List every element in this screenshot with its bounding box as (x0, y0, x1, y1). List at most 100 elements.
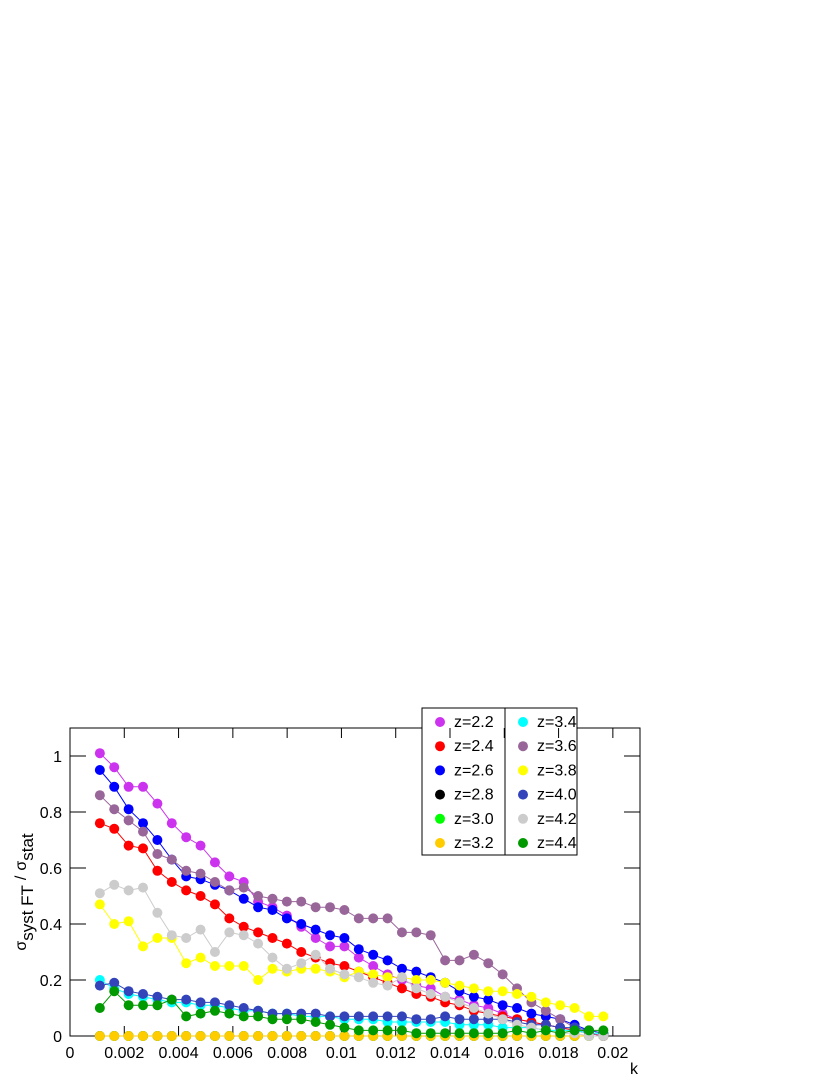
data-point (138, 1031, 149, 1041)
data-point (310, 963, 321, 974)
data-point (195, 1031, 206, 1041)
y-tick-label: 0.4 (40, 917, 62, 934)
data-point (368, 913, 379, 924)
data-point (181, 1031, 192, 1041)
data-point (526, 991, 537, 1002)
data-point (224, 961, 235, 971)
data-point (123, 986, 134, 997)
legend-marker (518, 789, 528, 800)
y-tick-label: 0 (53, 1029, 62, 1046)
data-point (540, 1005, 551, 1016)
data-point (267, 952, 278, 963)
legend-label: z=4.0 (537, 787, 577, 804)
data-point (94, 899, 105, 910)
data-point (109, 919, 120, 929)
data-point (339, 933, 350, 943)
legend-label: z=2.2 (454, 714, 494, 731)
data-point (253, 975, 264, 985)
data-point (195, 868, 206, 879)
data-point (138, 882, 149, 893)
data-point (382, 1011, 393, 1022)
data-point (181, 958, 192, 969)
data-point (296, 1031, 307, 1041)
data-point (325, 930, 336, 941)
data-point (281, 896, 292, 907)
data-point (339, 941, 350, 952)
data-point (109, 762, 120, 773)
data-point (353, 944, 364, 955)
data-point (181, 832, 192, 843)
legend-label: z=2.8 (454, 787, 494, 804)
data-point (138, 1000, 149, 1011)
legend-box (421, 707, 578, 856)
data-point (411, 983, 422, 994)
data-point (209, 1005, 220, 1016)
data-point (598, 1011, 609, 1022)
data-point (281, 913, 292, 924)
data-point (224, 871, 235, 882)
data-point (238, 921, 249, 932)
legend-label: z=3.2 (454, 835, 494, 852)
data-point (325, 1031, 336, 1041)
data-point (195, 924, 206, 935)
data-point (281, 1014, 292, 1025)
data-point (224, 1031, 235, 1041)
data-point (468, 991, 479, 1002)
x-tick-label: 0.016 (484, 1045, 524, 1062)
data-point (339, 961, 350, 971)
data-point (138, 989, 149, 999)
data-point (454, 1014, 465, 1025)
legend-marker (435, 789, 445, 800)
data-point (382, 1025, 393, 1036)
x-tick-label: 0 (66, 1045, 75, 1062)
data-point (454, 980, 465, 991)
x-tick-label: 0.018 (539, 1045, 579, 1062)
data-point (425, 930, 436, 941)
x-tick-label: 0.004 (159, 1045, 199, 1062)
data-point (123, 781, 134, 792)
data-point (339, 1022, 350, 1033)
data-point (166, 854, 177, 865)
x-tick-label: 0.02 (597, 1045, 628, 1062)
data-point (440, 955, 451, 966)
data-point (339, 1011, 350, 1022)
data-point (325, 1011, 336, 1022)
legend-marker (435, 717, 445, 727)
data-point (209, 877, 220, 887)
data-point (454, 955, 465, 966)
data-point (195, 1008, 206, 1019)
data-point (325, 963, 336, 974)
data-point (583, 1025, 594, 1036)
data-point (440, 1028, 451, 1039)
data-point (238, 882, 249, 893)
data-point (238, 1011, 249, 1022)
data-point (238, 930, 249, 941)
data-point (181, 933, 192, 943)
data-point (152, 865, 163, 876)
legend-marker (518, 813, 528, 824)
data-point (267, 1014, 278, 1025)
data-point (440, 991, 451, 1002)
data-point (353, 1011, 364, 1022)
data-point (253, 927, 264, 938)
data-point (353, 913, 364, 924)
data-point (483, 1008, 494, 1019)
data-point (310, 1008, 321, 1019)
data-point (238, 1031, 249, 1041)
data-point (209, 1031, 220, 1041)
data-point (109, 804, 120, 815)
data-point (123, 916, 134, 927)
data-point (353, 972, 364, 983)
data-point (598, 1025, 609, 1036)
legend-label: z=3.0 (454, 811, 494, 828)
data-point (138, 826, 149, 837)
data-point (181, 1011, 192, 1022)
data-point (411, 1028, 422, 1039)
data-point (339, 1031, 350, 1041)
data-point (152, 907, 163, 918)
data-point (497, 986, 508, 997)
data-point (94, 790, 105, 801)
data-point (497, 969, 508, 980)
data-point (109, 986, 120, 997)
